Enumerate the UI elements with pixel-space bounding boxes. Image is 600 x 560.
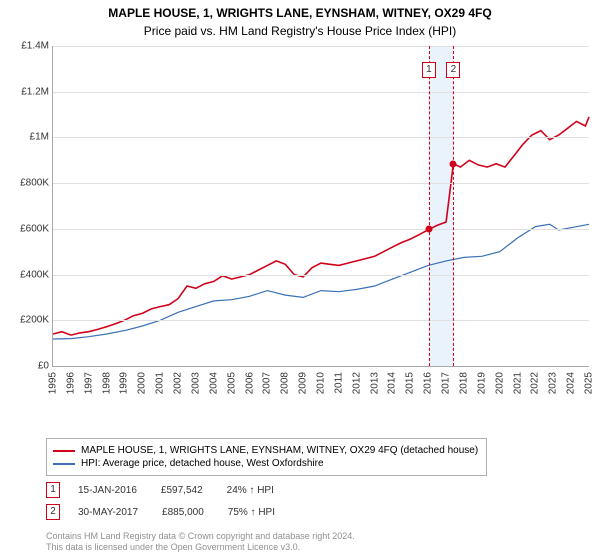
x-axis-label: 2011 <box>333 372 344 394</box>
x-axis-label: 2006 <box>244 372 255 394</box>
x-axis-label: 2001 <box>155 372 166 394</box>
plot-area: 1995199619971998199920002001200220032004… <box>52 46 589 367</box>
x-axis-label: 2021 <box>512 372 523 394</box>
x-axis-label: 2016 <box>423 372 434 394</box>
sale-marker-dot <box>450 160 457 167</box>
legend-label: MAPLE HOUSE, 1, WRIGHTS LANE, EYNSHAM, W… <box>81 445 478 456</box>
x-axis-label: 1997 <box>83 372 94 394</box>
sale-marker-line <box>453 46 454 366</box>
x-axis-label: 2024 <box>566 372 577 394</box>
x-axis-label: 2002 <box>173 372 184 394</box>
x-axis-label: 2012 <box>351 372 362 394</box>
sale-marker-line <box>429 46 430 366</box>
marker-badge: 2 <box>46 504 60 520</box>
legend: MAPLE HOUSE, 1, WRIGHTS LANE, EYNSHAM, W… <box>46 438 487 476</box>
chart-subtitle: Price paid vs. HM Land Registry's House … <box>0 20 600 40</box>
x-axis-label: 1996 <box>65 372 76 394</box>
y-axis-label: £200K <box>13 315 49 326</box>
sale-date: 30-MAY-2017 <box>78 507 138 518</box>
x-axis-label: 1995 <box>48 372 59 394</box>
y-axis-label: £1.2M <box>13 86 49 97</box>
sale-marker-badge: 2 <box>446 62 460 78</box>
x-axis-label: 2025 <box>584 372 595 394</box>
y-axis-label: £1.4M <box>13 41 49 52</box>
legend-swatch <box>53 450 75 452</box>
y-axis-label: £1M <box>13 132 49 143</box>
x-axis-label: 1998 <box>101 372 112 394</box>
sale-marker-badge: 1 <box>422 62 436 78</box>
x-axis-label: 2010 <box>316 372 327 394</box>
x-axis-label: 2004 <box>208 372 219 394</box>
series-line <box>53 117 589 335</box>
x-axis-label: 2014 <box>387 372 398 394</box>
x-axis-label: 2018 <box>458 372 469 394</box>
x-axis-label: 2019 <box>476 372 487 394</box>
x-axis-label: 2013 <box>369 372 380 394</box>
x-axis-label: 2015 <box>405 372 416 394</box>
sale-delta: 75% ↑ HPI <box>228 507 275 518</box>
y-axis-label: £400K <box>13 269 49 280</box>
x-axis-label: 1999 <box>119 372 130 394</box>
chart-title: MAPLE HOUSE, 1, WRIGHTS LANE, EYNSHAM, W… <box>0 0 600 20</box>
series-line <box>53 224 589 339</box>
y-axis-label: £600K <box>13 223 49 234</box>
y-axis-label: £0 <box>13 361 49 372</box>
attribution-line: Contains HM Land Registry data © Crown c… <box>46 531 355 543</box>
x-axis-label: 2022 <box>530 372 541 394</box>
legend-row: MAPLE HOUSE, 1, WRIGHTS LANE, EYNSHAM, W… <box>53 444 478 457</box>
legend-label: HPI: Average price, detached house, West… <box>81 458 324 469</box>
x-axis-label: 2023 <box>548 372 559 394</box>
x-axis-label: 2000 <box>137 372 148 394</box>
sale-datapoint-row: 1 15-JAN-2016 £597,542 24% ↑ HPI <box>46 482 274 498</box>
x-axis-label: 2005 <box>226 372 237 394</box>
legend-swatch <box>53 463 75 465</box>
x-axis-label: 2007 <box>262 372 273 394</box>
x-axis-label: 2008 <box>280 372 291 394</box>
sale-marker-dot <box>425 226 432 233</box>
sale-datapoint-row: 2 30-MAY-2017 £885,000 75% ↑ HPI <box>46 504 275 520</box>
y-axis-label: £800K <box>13 178 49 189</box>
chart-svg <box>53 46 589 366</box>
sale-price: £885,000 <box>162 507 204 518</box>
attribution-line: This data is licensed under the Open Gov… <box>46 542 355 554</box>
sale-delta: 24% ↑ HPI <box>227 485 274 496</box>
legend-row: HPI: Average price, detached house, West… <box>53 457 478 470</box>
marker-badge: 1 <box>46 482 60 498</box>
x-axis-label: 2020 <box>494 372 505 394</box>
x-axis-label: 2009 <box>298 372 309 394</box>
sale-price: £597,542 <box>161 485 203 496</box>
sale-date: 15-JAN-2016 <box>78 485 137 496</box>
attribution: Contains HM Land Registry data © Crown c… <box>46 531 355 554</box>
x-axis-label: 2017 <box>441 372 452 394</box>
x-axis-label: 2003 <box>190 372 201 394</box>
price-chart: 1995 1996 1997 1998 1999 2000 2001 2002 2003 2004… <box>12 42 588 402</box>
